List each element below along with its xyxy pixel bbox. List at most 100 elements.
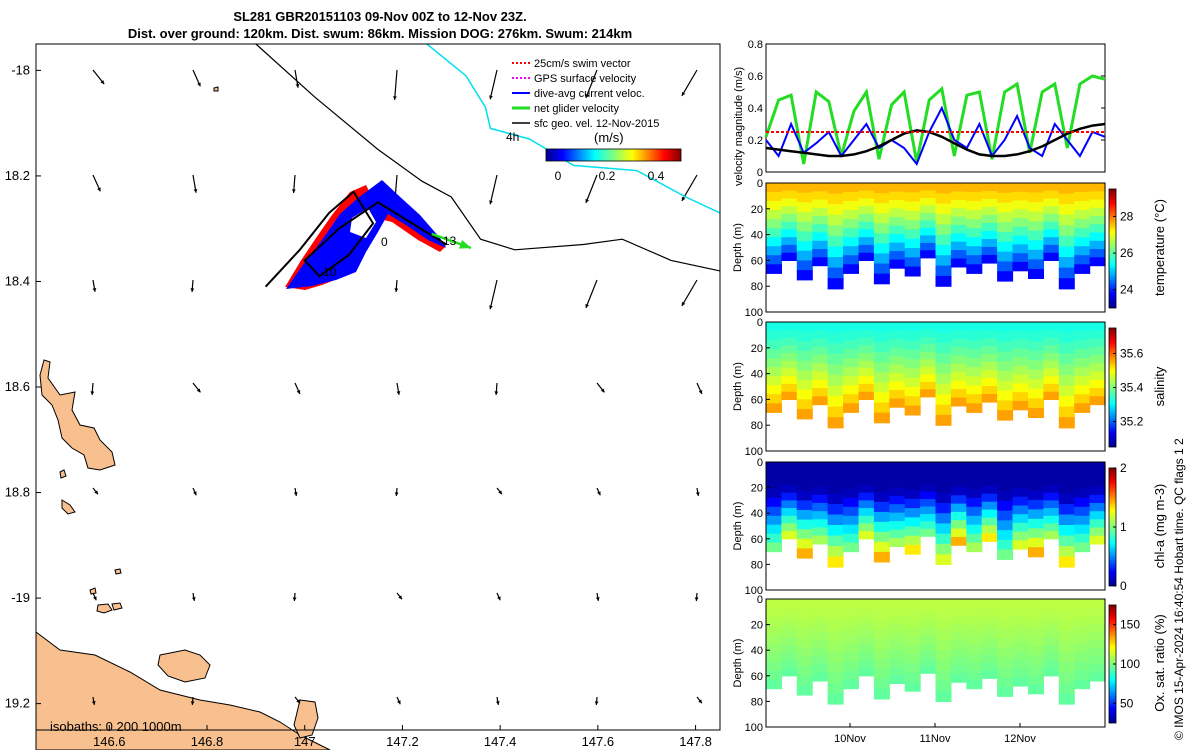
oxygen-cell <box>920 643 937 652</box>
chla-cell <box>1074 515 1091 526</box>
oxygen-cell <box>935 650 952 661</box>
chla-cell <box>1043 469 1060 478</box>
map-x-ticks: 146.6 146.8 147 147.2 147.4 147.6 147.8 <box>93 725 712 749</box>
temperature-cell <box>1058 193 1075 205</box>
salinity-y-tick-label: 100 <box>745 446 763 458</box>
oxygen-cell <box>827 651 844 663</box>
chla-y-tick-label: 0 <box>757 457 763 469</box>
salinity-cell <box>950 380 967 390</box>
chla-cell <box>997 462 1014 473</box>
oxygen-cell <box>796 618 813 629</box>
chla-cell <box>1058 462 1075 474</box>
salinity-cell <box>966 349 983 359</box>
oxygen-cell <box>920 599 937 607</box>
temperature-cell <box>766 228 782 238</box>
chla-cell <box>796 510 813 521</box>
oxygen-cell <box>812 640 829 649</box>
chla-cell <box>827 472 844 484</box>
temperature-cell <box>1012 253 1029 263</box>
temperature-cell <box>889 234 906 244</box>
temperature-cell <box>1074 237 1091 247</box>
salinity-cell <box>981 362 998 371</box>
temperature-cell <box>1058 257 1075 269</box>
current-vector-head <box>295 83 300 88</box>
temperature-cell <box>920 227 937 236</box>
temperature-cell <box>781 206 798 215</box>
current-vector-arrow <box>681 279 698 307</box>
oxygen-cell <box>827 662 844 674</box>
temperature-cell <box>920 212 937 221</box>
oxygen-cell <box>966 634 983 645</box>
salinity-cell <box>1058 364 1075 376</box>
temperature-cell <box>966 210 983 220</box>
temperature-cell <box>843 219 859 229</box>
salinity-cell <box>981 394 998 403</box>
salinity-cell <box>1058 332 1075 344</box>
chla-cell <box>796 548 813 559</box>
temperature-cell <box>858 190 875 199</box>
salinity-cbar-tick-label: 35.4 <box>1120 381 1144 395</box>
chla-cell <box>827 462 844 474</box>
salinity-cbar-tick-label: 35.6 <box>1120 347 1144 361</box>
temperature-cell <box>920 183 937 192</box>
current-vector-head <box>695 492 700 496</box>
oxygen-cell <box>796 685 813 696</box>
temperature-cell <box>781 183 798 192</box>
time-x-tick-label: 12Nov <box>1004 733 1036 745</box>
oxygen-cell <box>1043 645 1060 654</box>
salinity-cell <box>858 322 875 331</box>
chla-cell <box>766 462 782 472</box>
oxygen-cell <box>796 637 813 648</box>
chla-cell <box>950 536 967 546</box>
chla-cell <box>843 497 859 508</box>
salinity-cell <box>1043 360 1060 369</box>
chla-cell <box>781 492 798 501</box>
oxygen-cell <box>843 625 859 636</box>
oxygen-cell <box>1074 616 1091 627</box>
salinity-cell <box>781 376 798 385</box>
chla-cell <box>1074 462 1091 472</box>
salinity-cell <box>1089 363 1106 373</box>
oxygen-y-tick-label: 100 <box>745 722 763 734</box>
temperature-cell <box>1089 183 1106 192</box>
oxygen-cell <box>1058 609 1075 621</box>
salinity-cell <box>1043 353 1060 362</box>
salinity-cell <box>873 402 890 414</box>
oxygen-cell <box>1012 607 1029 617</box>
chla-cell <box>981 477 998 487</box>
salinity-cell <box>997 331 1014 343</box>
chla-cell <box>950 495 967 505</box>
salinity-cell <box>935 322 952 333</box>
temperature-cell <box>920 198 937 207</box>
oxygen-cell <box>966 679 983 690</box>
chla-cell <box>858 531 875 540</box>
salinity-cell <box>796 389 813 400</box>
temperature-cell <box>843 201 859 211</box>
oxygen-cell <box>1028 684 1044 695</box>
salinity-cell <box>1074 331 1091 341</box>
oxygen-cell <box>1012 677 1029 687</box>
chla-cell <box>920 521 937 530</box>
chla-cell <box>1028 480 1044 491</box>
chla-cell <box>796 481 813 492</box>
map-x-tick-label: 147.6 <box>582 734 615 749</box>
temperature-cell <box>889 259 906 269</box>
map-legend: 25cm/s swim vector GPS surface velocity … <box>512 58 659 130</box>
salinity-cell <box>997 400 1014 411</box>
oxygen-cell <box>950 624 967 633</box>
chla-cell <box>1058 472 1075 484</box>
temperature-cell <box>935 183 952 194</box>
velocity-y-tick-label: 0.6 <box>748 71 763 83</box>
temperature-cell <box>950 233 967 243</box>
chla-cell <box>873 492 890 503</box>
salinity-cell <box>812 379 829 389</box>
chla-cell <box>843 533 859 544</box>
salinity-cell <box>1043 383 1060 393</box>
current-vector-head <box>296 699 300 704</box>
oxygen-cell <box>1012 668 1029 678</box>
chla-cell <box>981 517 998 527</box>
chla-cell <box>981 493 998 503</box>
temperature-cell <box>843 183 859 193</box>
oxygen-cell <box>812 607 829 616</box>
temperature-cell <box>904 266 921 277</box>
